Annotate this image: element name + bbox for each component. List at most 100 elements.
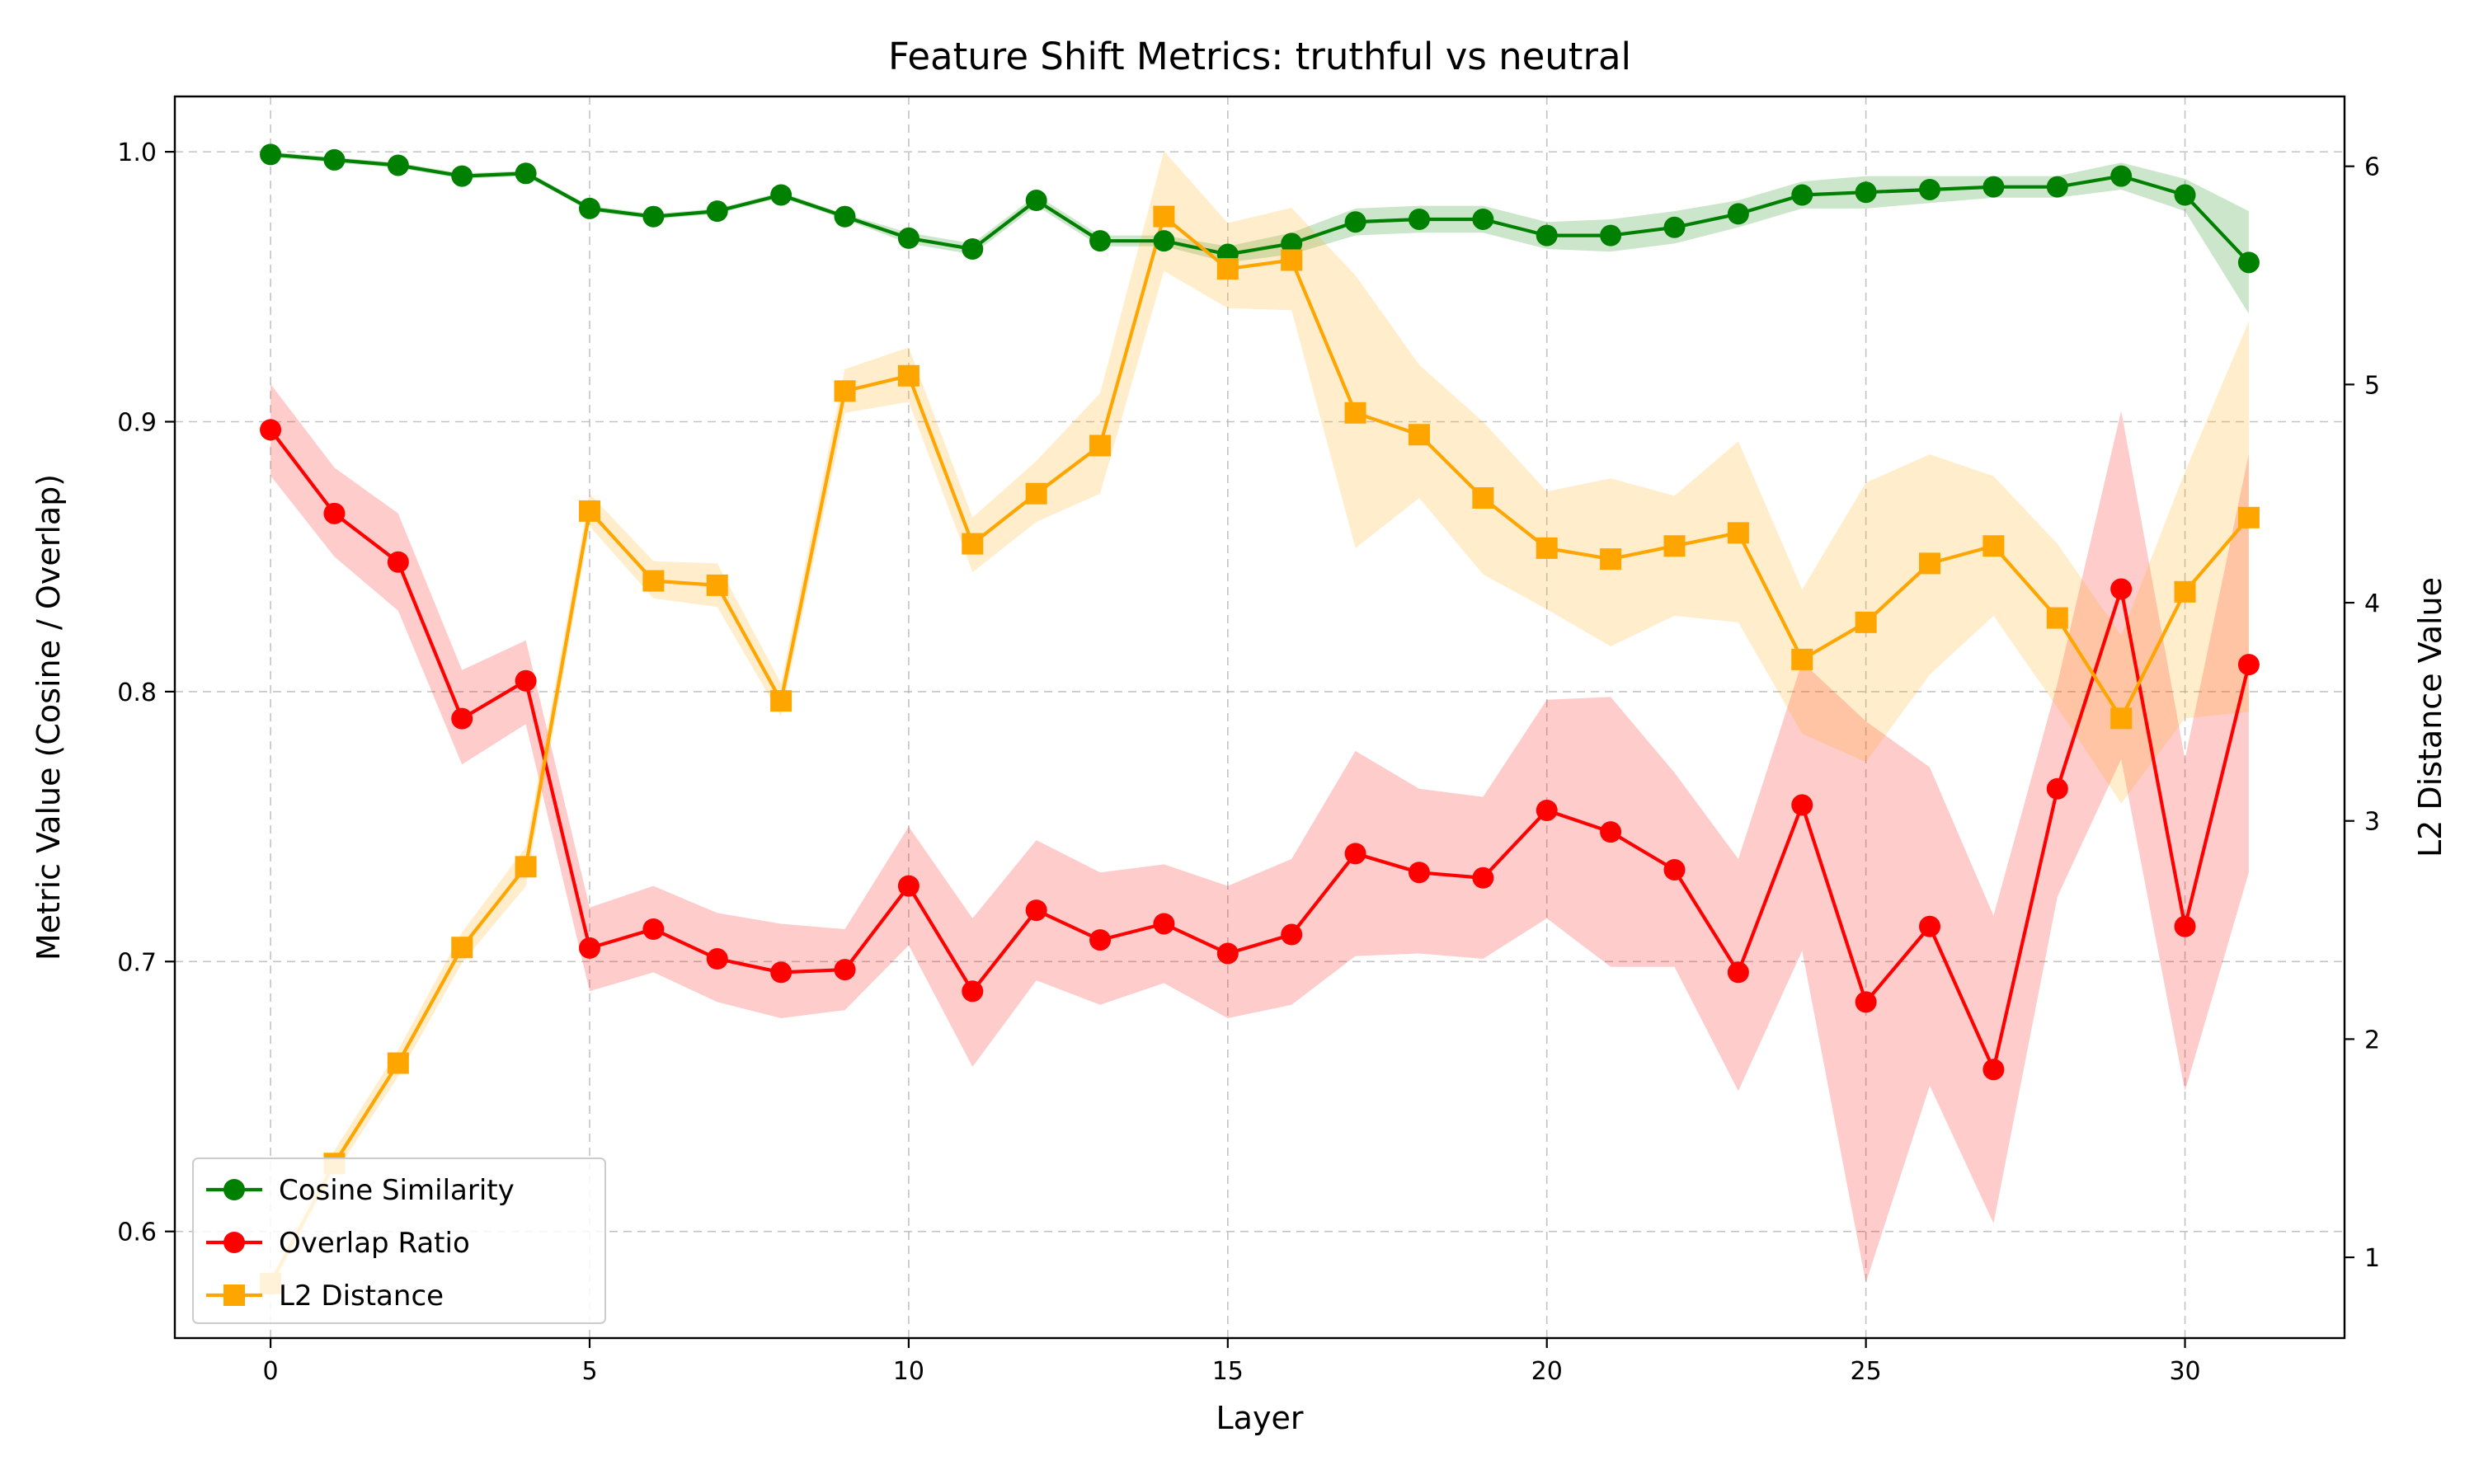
l2-distance-point [515, 856, 537, 878]
l2-distance-point [642, 570, 665, 592]
cosine-similarity-point [2174, 184, 2196, 206]
cosine-similarity-point [260, 143, 282, 166]
overlap-ratio-point [770, 961, 793, 984]
cosine-similarity-point [1600, 224, 1622, 247]
l2-distance-point [1600, 548, 1622, 571]
overlap-ratio-point [451, 707, 473, 730]
l2-distance-point [1025, 482, 1047, 505]
y-axis-right: 1 2 3 4 5 6 [2345, 153, 2380, 1273]
cosine-similarity-point [1919, 178, 1941, 200]
cosine-similarity-point [2046, 176, 2068, 198]
y-left-tick-label: 0.7 [117, 948, 157, 977]
plot-frame [173, 95, 2346, 1340]
cosine-similarity-point [1536, 224, 1558, 247]
l2-distance-point [706, 574, 728, 596]
overlap-ratio-point [323, 502, 346, 524]
overlap-ratio-point [515, 669, 537, 692]
cosine-similarity-point [2110, 165, 2133, 187]
cosine-similarity-point [1791, 184, 1813, 206]
cosine-similarity-point [1344, 211, 1366, 233]
overlap-ratio-point [642, 918, 665, 941]
cosine-similarity-point [770, 184, 793, 206]
overlap-ratio-legend-label: Overlap Ratio [279, 1227, 470, 1260]
overlap-ratio-point [897, 875, 920, 897]
overlap-ratio-point [1536, 799, 1558, 821]
y-right-tick-label: 1 [2364, 1244, 2380, 1273]
l2-distance-legend-label: L2 Distance [279, 1280, 444, 1313]
y-left-tick-label: 1.0 [117, 139, 157, 167]
l2-distance-point [1153, 205, 1175, 228]
l2-distance-point [2174, 580, 2196, 603]
overlap-ratio-point [578, 937, 600, 959]
cosine-similarity-point [1408, 208, 1430, 230]
x-tick-label: 5 [581, 1357, 597, 1386]
cosine-similarity-point [962, 237, 984, 260]
confidence-bands [270, 151, 2249, 1290]
legend: Cosine Similarity Overlap Ratio L2 Distanc… [192, 1158, 606, 1324]
legend-box [192, 1158, 606, 1324]
l2-distance-point [1281, 249, 1303, 271]
l2-distance-point [578, 500, 600, 522]
l2-distance-point [1982, 535, 2005, 557]
overlap-ratio-point [260, 419, 282, 441]
l2-distance-legend-marker [223, 1284, 245, 1306]
l2-distance-point [2237, 506, 2260, 528]
l2-distance-point [451, 937, 473, 959]
l2-distance-point [1089, 434, 1112, 457]
overlap-ratio-point [1472, 866, 1494, 889]
cosine-similarity-point [323, 148, 346, 171]
overlap-ratio-point [962, 980, 984, 1003]
x-axis: 0 5 10 15 20 25 30 [263, 1338, 2201, 1386]
y-axis-left: 0.6 0.7 0.8 0.9 1.0 [117, 139, 175, 1247]
y-right-tick-label: 6 [2364, 153, 2380, 182]
l2-distance-point [1791, 648, 1813, 670]
grid [175, 96, 2345, 1338]
overlap-ratio-band [270, 383, 2249, 1283]
overlap-ratio-point [1281, 923, 1303, 946]
cosine-similarity-point [451, 165, 473, 187]
cosine-similarity-legend-marker [223, 1179, 245, 1200]
x-tick-label: 0 [263, 1357, 279, 1386]
l2-distance-point [834, 380, 856, 402]
l2-distance-point [1919, 552, 1941, 575]
x-axis-title: Layer [1216, 1400, 1304, 1436]
x-tick-label: 10 [893, 1357, 924, 1386]
overlap-ratio-point [2174, 915, 2196, 937]
cosine-similarity-point [1472, 208, 1494, 230]
l2-distance-point [1855, 611, 1877, 633]
overlap-ratio-point [1216, 942, 1239, 965]
overlap-ratio-point [1919, 915, 1941, 937]
overlap-ratio-point [1982, 1059, 2005, 1081]
overlap-ratio-point [1089, 929, 1112, 951]
cosine-similarity-point [578, 197, 600, 219]
cosine-similarity-point [515, 162, 537, 185]
cosine-similarity-point [1727, 203, 1749, 225]
l2-distance-point [2110, 707, 2133, 730]
y-axis-left-title: Metric Value (Cosine / Overlap) [31, 474, 67, 960]
l2-distance-point [1344, 402, 1366, 424]
x-tick-label: 25 [1851, 1357, 1882, 1386]
y-right-tick-label: 3 [2364, 808, 2380, 837]
l2-distance-point [1727, 522, 1749, 544]
cosine-similarity-point [1089, 230, 1112, 252]
cosine-similarity-point [642, 205, 665, 228]
cosine-similarity-point [1663, 216, 1686, 238]
y-right-tick-label: 4 [2364, 589, 2380, 618]
overlap-ratio-point [1663, 858, 1686, 881]
l2-distance-point [897, 364, 920, 387]
overlap-ratio-point [2237, 654, 2260, 676]
l2-distance-point [770, 690, 793, 712]
x-tick-label: 30 [2169, 1357, 2200, 1386]
chart-title: Feature Shift Metrics: truthful vs neutr… [888, 35, 1631, 78]
y-axis-right-title: L2 Distance Value [2412, 577, 2448, 857]
l2-distance-point [1216, 258, 1239, 280]
cosine-similarity-legend-label: Cosine Similarity [279, 1174, 515, 1207]
cosine-similarity-point [1855, 181, 1877, 204]
y-left-tick-label: 0.8 [117, 679, 157, 707]
x-tick-label: 15 [1212, 1357, 1244, 1386]
overlap-ratio-point [1600, 821, 1622, 843]
overlap-ratio-point [834, 959, 856, 981]
cosine-similarity-point [1025, 190, 1047, 212]
